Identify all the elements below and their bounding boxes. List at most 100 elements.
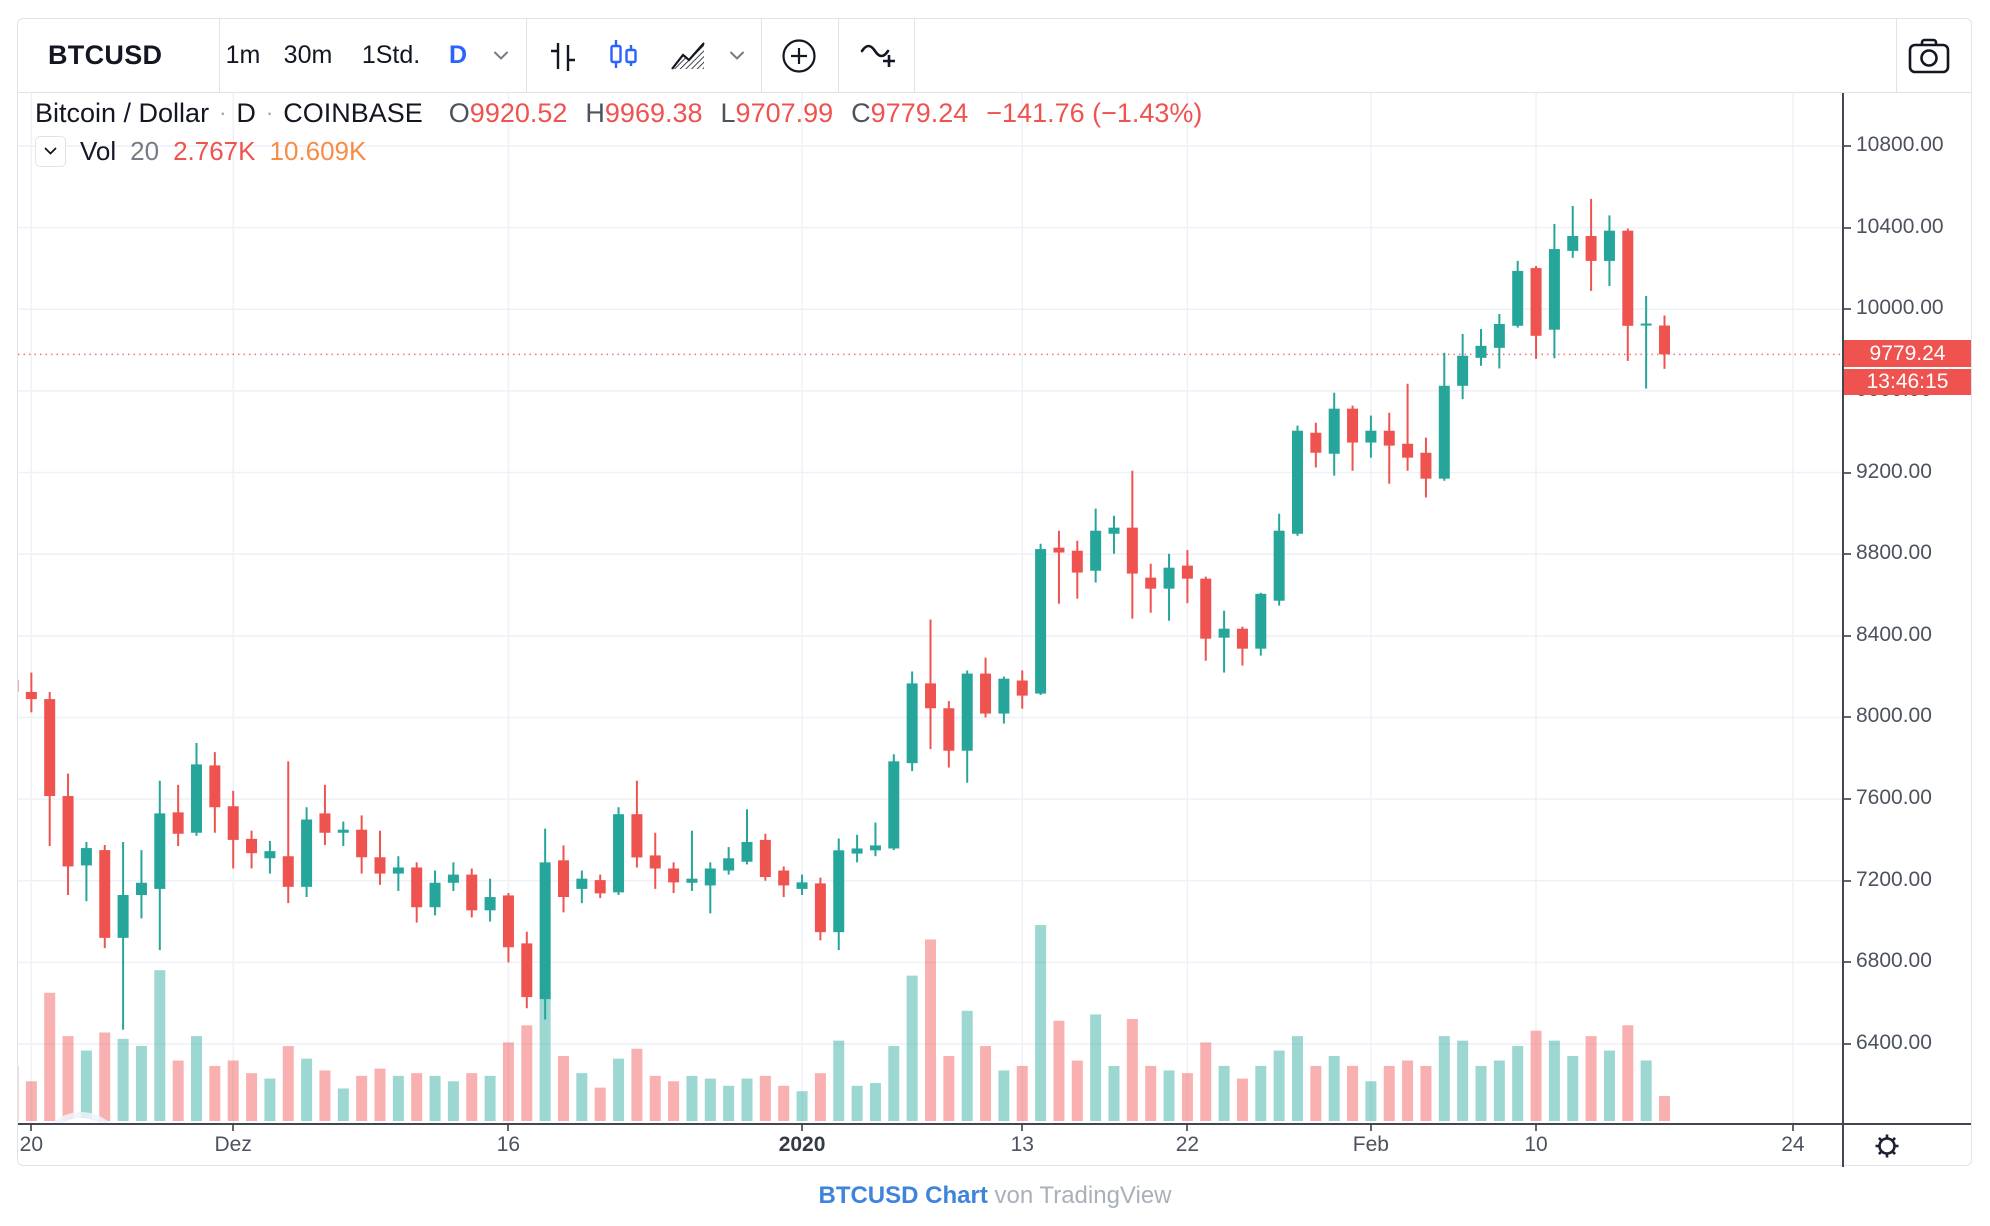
candle-body[interactable] [1493, 323, 1505, 348]
candle-body[interactable] [301, 819, 313, 887]
candle-body[interactable] [1567, 236, 1579, 251]
candle-body[interactable] [1402, 443, 1414, 458]
candlestick-svg[interactable] [18, 93, 1842, 1123]
candle-body[interactable] [998, 678, 1010, 714]
candle-body[interactable] [1622, 230, 1634, 326]
indicators-icon[interactable] [859, 19, 899, 92]
candle-body[interactable] [1310, 432, 1322, 453]
interval-1h-button[interactable]: 1Std. [361, 41, 421, 69]
candle-body[interactable] [429, 882, 441, 908]
candle-body[interactable] [1457, 355, 1469, 386]
legend-interval[interactable]: D [236, 97, 256, 128]
legend-exchange[interactable]: COINBASE [283, 97, 423, 128]
candle-body[interactable] [466, 874, 478, 911]
candle-body[interactable] [209, 765, 221, 808]
candle-body[interactable] [1383, 430, 1395, 446]
candle-body[interactable] [649, 855, 661, 869]
candle-body[interactable] [1181, 565, 1193, 579]
candle-body[interactable] [227, 806, 239, 840]
candle-body[interactable] [25, 691, 37, 700]
candlestick-plot[interactable]: Bitcoin / Dollar · D · COINBASE O9920.52… [18, 93, 1842, 1123]
axis-settings-gear-icon[interactable] [1869, 1128, 1905, 1164]
candle-body[interactable] [337, 829, 349, 833]
interval-active-button[interactable]: D [448, 41, 468, 69]
candle-body[interactable] [1090, 530, 1102, 571]
candle-body[interactable] [117, 895, 129, 938]
candle-body[interactable] [1420, 452, 1432, 479]
snapshot-camera-icon[interactable] [1907, 19, 1951, 92]
candle-body[interactable] [1200, 578, 1212, 639]
price-axis[interactable]: 9779.24 13:46:15 10800.00 10400.00 10000.0… [1842, 93, 1971, 1123]
candle-body[interactable] [1292, 430, 1303, 534]
candle-body[interactable] [484, 897, 496, 911]
legend-title[interactable]: Bitcoin / Dollar [35, 97, 210, 128]
candle-body[interactable] [62, 796, 74, 867]
candle-body[interactable] [851, 848, 863, 854]
indicator-chevron-button[interactable] [35, 135, 66, 167]
chart-style-chevron-icon[interactable] [729, 19, 745, 92]
candle-body[interactable] [319, 813, 331, 833]
interval-chevron-down-icon[interactable] [493, 19, 509, 92]
candle-body[interactable] [246, 838, 258, 854]
tradingview-logo[interactable] [44, 1118, 118, 1123]
candle-body[interactable] [980, 673, 992, 714]
candle-body[interactable] [869, 845, 881, 851]
candle-body[interactable] [594, 880, 606, 894]
candle-body[interactable] [558, 860, 569, 898]
candle-body[interactable] [1236, 628, 1248, 649]
candle-body[interactable] [704, 868, 716, 886]
candle-body[interactable] [943, 708, 955, 751]
candle-body[interactable] [1530, 268, 1542, 336]
candle-body[interactable] [668, 868, 680, 883]
candle-body[interactable] [741, 841, 753, 862]
candle-body[interactable] [1255, 593, 1267, 649]
candle-body[interactable] [1108, 527, 1120, 534]
symbol-button[interactable]: BTCUSD [48, 40, 163, 70]
candle-body[interactable] [759, 839, 771, 878]
candle-body[interactable] [1145, 577, 1157, 589]
candle-body[interactable] [1035, 549, 1047, 694]
candle-body[interactable] [1071, 550, 1083, 573]
interval-30m-button[interactable]: 30m [283, 41, 333, 69]
candle-body[interactable] [411, 867, 423, 908]
interval-1m-button[interactable]: 1m [225, 41, 261, 69]
volume-label[interactable]: Vol [80, 135, 117, 166]
candle-body[interactable] [613, 814, 625, 893]
candle-body[interactable] [1016, 680, 1028, 696]
bars-chart-style-icon[interactable] [549, 19, 577, 92]
candle-body[interactable] [1585, 236, 1597, 261]
candle-body[interactable] [1273, 530, 1285, 601]
candle-body[interactable] [135, 882, 147, 896]
candle-body[interactable] [447, 874, 459, 883]
compare-plus-icon[interactable] [780, 19, 818, 92]
candle-body[interactable] [172, 812, 184, 834]
candles-chart-style-icon[interactable] [609, 19, 639, 92]
candle-body[interactable] [576, 878, 588, 889]
candle-body[interactable] [18, 679, 19, 692]
candle-body[interactable] [282, 856, 294, 887]
candle-body[interactable] [356, 829, 368, 858]
candle-body[interactable] [1126, 527, 1138, 574]
candle-body[interactable] [1603, 230, 1615, 261]
candle-body[interactable] [1053, 547, 1065, 553]
candle-body[interactable] [796, 882, 808, 889]
candle-body[interactable] [521, 943, 533, 998]
candle-body[interactable] [264, 851, 276, 859]
candle-body[interactable] [925, 683, 936, 709]
candle-body[interactable] [99, 850, 111, 938]
candle-body[interactable] [961, 673, 973, 751]
candle-body[interactable] [1640, 323, 1652, 326]
candle-body[interactable] [778, 870, 790, 886]
candle-body[interactable] [888, 761, 900, 849]
candle-body[interactable] [631, 814, 643, 858]
candle-body[interactable] [1438, 385, 1450, 479]
candle-body[interactable] [1218, 628, 1230, 638]
chart-attribution-link[interactable]: BTCUSD Chart [818, 1182, 988, 1209]
candle-body[interactable] [906, 683, 918, 764]
candle-body[interactable] [1548, 249, 1560, 330]
candle-body[interactable] [80, 848, 92, 866]
time-axis[interactable]: 20 Dez 16 2020 13 22 Feb 10 24 [18, 1123, 1971, 1167]
candle-body[interactable] [1163, 567, 1175, 589]
candle-body[interactable] [1347, 408, 1359, 443]
candle-body[interactable] [1475, 345, 1487, 358]
